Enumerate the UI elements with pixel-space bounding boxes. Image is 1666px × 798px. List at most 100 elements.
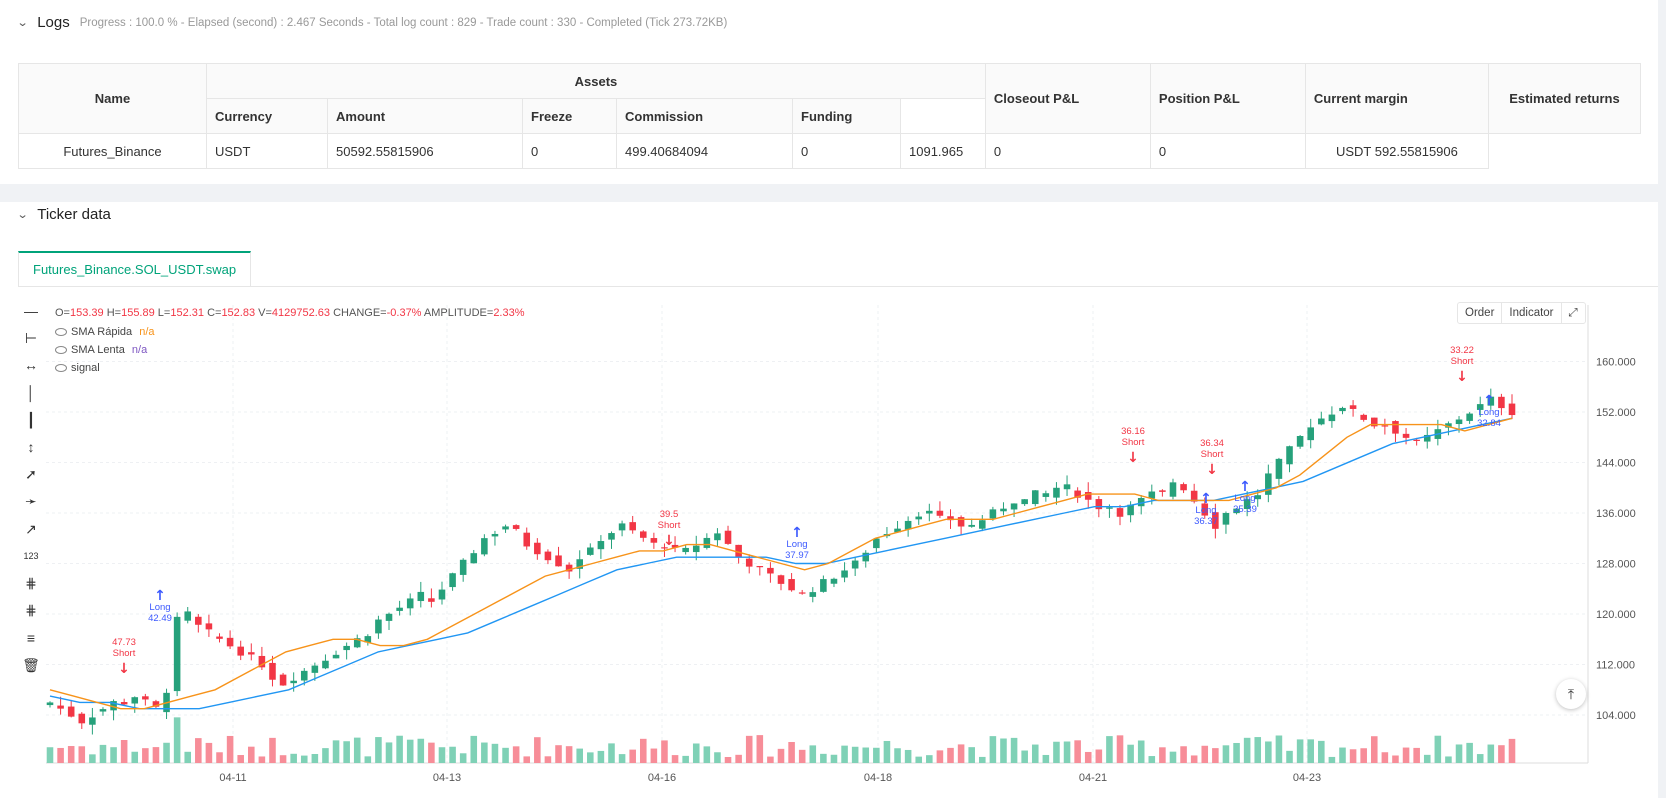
volume-bar — [481, 742, 488, 763]
scroll-top-button[interactable]: ⤒ — [1556, 679, 1586, 709]
tab-sol-usdt[interactable]: Futures_Binance.SOL_USDT.swap — [18, 251, 252, 286]
candle-body — [788, 579, 795, 591]
volume-bar — [894, 748, 901, 763]
price-range-icon[interactable]: ↕ — [27, 439, 35, 455]
candle-body — [1445, 423, 1452, 428]
volume-bar — [1296, 739, 1304, 763]
candle-body — [78, 713, 86, 724]
ohlc-c: 152.83 — [221, 307, 256, 319]
eye-icon[interactable] — [55, 364, 67, 373]
horizontal-line-icon[interactable]: — — [24, 303, 38, 319]
candle-body — [1466, 413, 1473, 421]
candle-body — [1106, 507, 1113, 509]
volume-bar — [67, 746, 75, 763]
candle-body — [894, 528, 901, 533]
chevron-down-icon[interactable]: ⌄ — [16, 209, 29, 221]
eye-icon[interactable] — [55, 346, 67, 355]
table-row: Futures_Binance USDT 50592.55815906 0 49… — [18, 133, 1641, 169]
col-assets-group: Assets — [206, 63, 986, 99]
volume-bar — [1212, 748, 1219, 763]
volume-bar — [1381, 752, 1389, 763]
extended-line-icon[interactable]: ↔ — [24, 357, 38, 373]
indicator-button[interactable]: Indicator — [1502, 303, 1562, 323]
price-label-icon[interactable]: 123 — [23, 551, 39, 561]
trash-icon[interactable]: 🗑 — [22, 656, 40, 673]
candle-body — [173, 616, 181, 692]
candle-body — [661, 547, 668, 549]
pitchfork-icon[interactable]: ⋕ — [25, 601, 37, 618]
legend-sma-fast[interactable]: SMA Rápida n/a — [55, 326, 155, 338]
volume-bar — [502, 747, 509, 763]
volume-bar — [226, 735, 234, 763]
order-button[interactable]: Order — [1458, 303, 1503, 323]
candle-body — [152, 701, 160, 707]
candle-body — [1508, 403, 1516, 416]
volume-bar — [449, 746, 456, 763]
signal-short-label: 47.73 — [112, 637, 136, 648]
logs-meta: Progress : 100.0 % - Elapsed (second) : … — [79, 16, 728, 29]
candle-body — [1127, 504, 1134, 516]
candle-body — [57, 705, 64, 709]
candle-body — [353, 638, 361, 648]
ray-line-icon[interactable]: ➛ — [25, 492, 37, 509]
candle-body — [1455, 419, 1463, 425]
volume-bar — [714, 752, 721, 763]
cell-commission: 499.40684094 — [616, 133, 793, 169]
candle-body — [756, 566, 764, 568]
candle-body — [671, 544, 679, 548]
signal-short-value: Short — [1201, 449, 1224, 460]
volume-bar — [883, 740, 891, 763]
ohlc-v: 4129752.63 — [271, 307, 331, 319]
volume-bar — [820, 753, 827, 763]
volume-bar — [1031, 744, 1039, 763]
vertical-line-icon[interactable]: │ — [26, 385, 36, 401]
volume-bar — [841, 745, 848, 763]
volume-bar — [1000, 738, 1007, 763]
ohlc-o-label: O= — [55, 307, 70, 319]
volume-bar — [46, 747, 54, 763]
ticker-header[interactable]: ⌄ Ticker data — [16, 206, 111, 223]
logs-header[interactable]: ⌄ Logs Progress : 100.0 % - Elapsed (sec… — [16, 14, 728, 31]
volume-bar — [587, 752, 594, 763]
legend-sma-slow[interactable]: SMA Lenta n/a — [55, 344, 147, 356]
candle-body — [1423, 434, 1431, 442]
segment-icon[interactable]: ↗ — [25, 520, 37, 537]
signal-short-label: 33.22 — [1450, 345, 1474, 356]
fibonacci-icon[interactable]: ≡ — [26, 630, 36, 646]
signal-arrow-icon: ↓ — [1206, 462, 1218, 478]
candle-body — [279, 674, 287, 686]
volume-bar — [968, 747, 975, 763]
parallel-channel-icon[interactable]: ⋕ — [25, 574, 37, 591]
volume-bar — [661, 740, 668, 763]
volume-bar — [248, 746, 255, 763]
volume-bar — [1360, 748, 1367, 763]
fullscreen-icon[interactable]: ⤢ — [1568, 307, 1578, 319]
candle-body — [375, 619, 382, 634]
volume-bar — [756, 735, 764, 763]
horizontal-ray-icon[interactable]: ⊢ — [24, 329, 38, 346]
volume-bar — [1190, 755, 1198, 763]
chart-buttons: Order Indicator ⤢ — [1457, 302, 1586, 324]
signal-arrow-icon: ↑ — [1239, 479, 1251, 495]
trend-line-icon[interactable]: ➚ — [25, 465, 37, 482]
volume-bar — [152, 747, 160, 763]
eye-icon[interactable] — [55, 328, 67, 337]
volume-bar — [57, 747, 64, 763]
volume-bar — [830, 754, 838, 763]
chevron-down-icon[interactable]: ⌄ — [16, 17, 29, 29]
candle-body — [565, 564, 573, 572]
volume-bar — [184, 751, 192, 763]
candle-body — [258, 655, 266, 668]
volume-bar — [195, 738, 202, 763]
candle-body — [820, 579, 827, 592]
candle-body — [417, 591, 425, 602]
candle-body — [1233, 508, 1240, 514]
legend-sma-slow-value: n/a — [131, 344, 148, 356]
candle-body — [195, 616, 202, 625]
vertical-segment-icon[interactable]: ┃ — [26, 411, 36, 428]
volume-bar — [650, 748, 658, 763]
legend-signal[interactable]: signal — [55, 362, 100, 374]
volume-bar — [777, 748, 785, 763]
cell-name: Futures_Binance — [18, 133, 207, 169]
